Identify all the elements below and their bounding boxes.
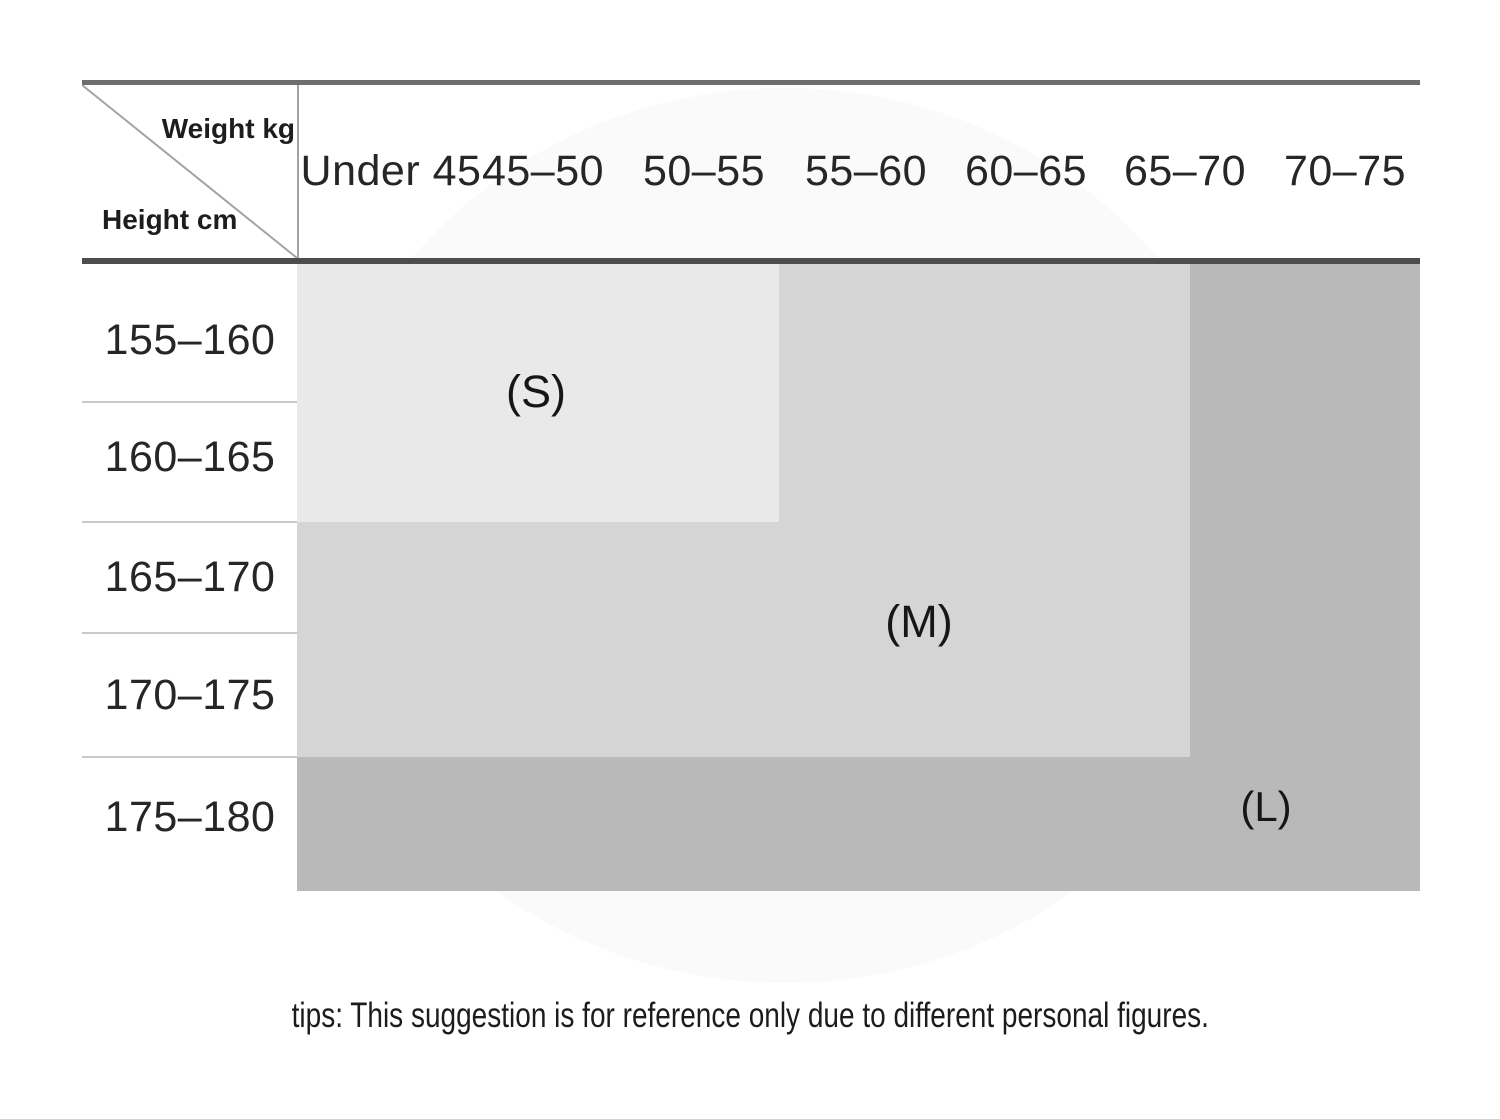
size-region-s <box>297 264 779 522</box>
height-row-160-165: 160–165 <box>104 433 276 481</box>
height-axis-label: Height cm <box>102 204 238 235</box>
diagonal-divider-line <box>82 85 297 258</box>
height-row-155-160: 155–160 <box>104 316 276 364</box>
height-row-175-180: 175–180 <box>104 793 276 841</box>
weight-header-under-45: Under 45 <box>300 147 482 195</box>
weight-header-60-65: 60–65 <box>964 147 1088 195</box>
size-m-label: (M) <box>885 596 953 647</box>
weight-header-50-55: 50–55 <box>642 147 766 195</box>
weight-header-45-50: 45–50 <box>481 147 605 195</box>
reference-tip-text: tips: This suggestion is for reference o… <box>291 996 1209 1035</box>
height-row-170-175: 170–175 <box>104 671 276 719</box>
size-chart-table: Weight kg Height cm Under 45 45–50 50–55… <box>82 80 1420 891</box>
weight-axis-label: Weight kg <box>161 113 295 144</box>
row-divider <box>82 521 297 523</box>
header-underline <box>82 258 1420 264</box>
row-divider <box>82 632 297 634</box>
size-l-label: (L) <box>1240 783 1292 830</box>
row-divider <box>82 401 297 403</box>
weight-header-row: Weight kg Height cm Under 45 45–50 50–55… <box>82 85 1420 258</box>
weight-header-55-60: 55–60 <box>804 147 928 195</box>
size-s-label: (S) <box>506 366 566 417</box>
table-top-border <box>82 80 1420 85</box>
row-divider <box>82 756 297 758</box>
axis-corner-cell: Weight kg Height cm <box>82 85 299 258</box>
table-body: (S) (M) (L) 155–160 160–165 165–170 170–… <box>82 264 1420 891</box>
weight-header-70-75: 70–75 <box>1283 147 1407 195</box>
weight-header-65-70: 65–70 <box>1123 147 1247 195</box>
reference-tip: tips: This suggestion is for reference o… <box>0 996 1500 1036</box>
height-row-165-170: 165–170 <box>104 553 276 601</box>
